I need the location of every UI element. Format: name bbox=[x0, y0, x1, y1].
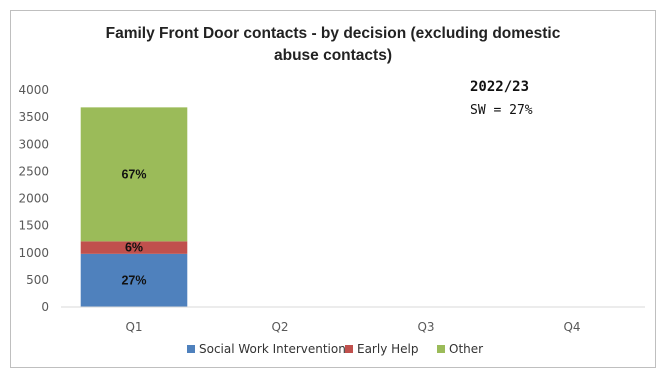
legend: Social Work Intervention Early Help Other bbox=[187, 342, 483, 356]
data-label: 67% bbox=[121, 167, 146, 181]
legend-swatch bbox=[187, 345, 195, 353]
annotation-sw-share: SW = 27% bbox=[470, 103, 533, 118]
y-tick-label: 3500 bbox=[18, 110, 49, 124]
annotation-period: 2022/23 bbox=[470, 79, 529, 95]
y-tick-label: 500 bbox=[26, 273, 49, 287]
y-tick-label: 4000 bbox=[18, 83, 49, 97]
x-tick-label: Q3 bbox=[417, 320, 434, 334]
x-tick-label: Q1 bbox=[125, 320, 142, 334]
chart-frame: Family Front Door contacts - by decision… bbox=[10, 10, 656, 368]
bar-segment bbox=[80, 253, 188, 307]
bar-series: 27% 6% 67% bbox=[80, 107, 188, 307]
legend-label: Other bbox=[449, 342, 483, 356]
x-axis: Q1 Q2 Q3 Q4 bbox=[125, 320, 580, 334]
y-tick-label: 0 bbox=[41, 300, 49, 314]
legend-swatch bbox=[437, 345, 445, 353]
legend-swatch bbox=[345, 345, 353, 353]
data-label: 27% bbox=[121, 273, 146, 287]
stacked-bar-chart: Family Front Door contacts - by decision… bbox=[18, 25, 645, 356]
y-tick-label: 1000 bbox=[18, 246, 49, 260]
y-tick-label: 2000 bbox=[18, 192, 49, 206]
legend-item: Social Work Intervention bbox=[187, 342, 346, 356]
legend-item: Early Help bbox=[345, 342, 418, 356]
legend-item: Other bbox=[437, 342, 483, 356]
legend-label: Social Work Intervention bbox=[199, 342, 346, 356]
chart-title-line-1: Family Front Door contacts - by decision… bbox=[106, 25, 561, 42]
x-tick-label: Q2 bbox=[271, 320, 288, 334]
chart-title-line-2: abuse contacts) bbox=[274, 47, 392, 64]
y-axis: 0 500 1000 1500 2000 2500 3000 3500 4000 bbox=[18, 83, 49, 314]
y-tick-label: 1500 bbox=[18, 219, 49, 233]
data-label: 6% bbox=[125, 241, 143, 255]
y-tick-label: 3000 bbox=[18, 137, 49, 151]
x-tick-label: Q4 bbox=[563, 320, 580, 334]
bar-segment bbox=[80, 107, 188, 242]
bar-segment bbox=[80, 241, 188, 254]
legend-label: Early Help bbox=[357, 342, 418, 356]
y-tick-label: 2500 bbox=[18, 164, 49, 178]
